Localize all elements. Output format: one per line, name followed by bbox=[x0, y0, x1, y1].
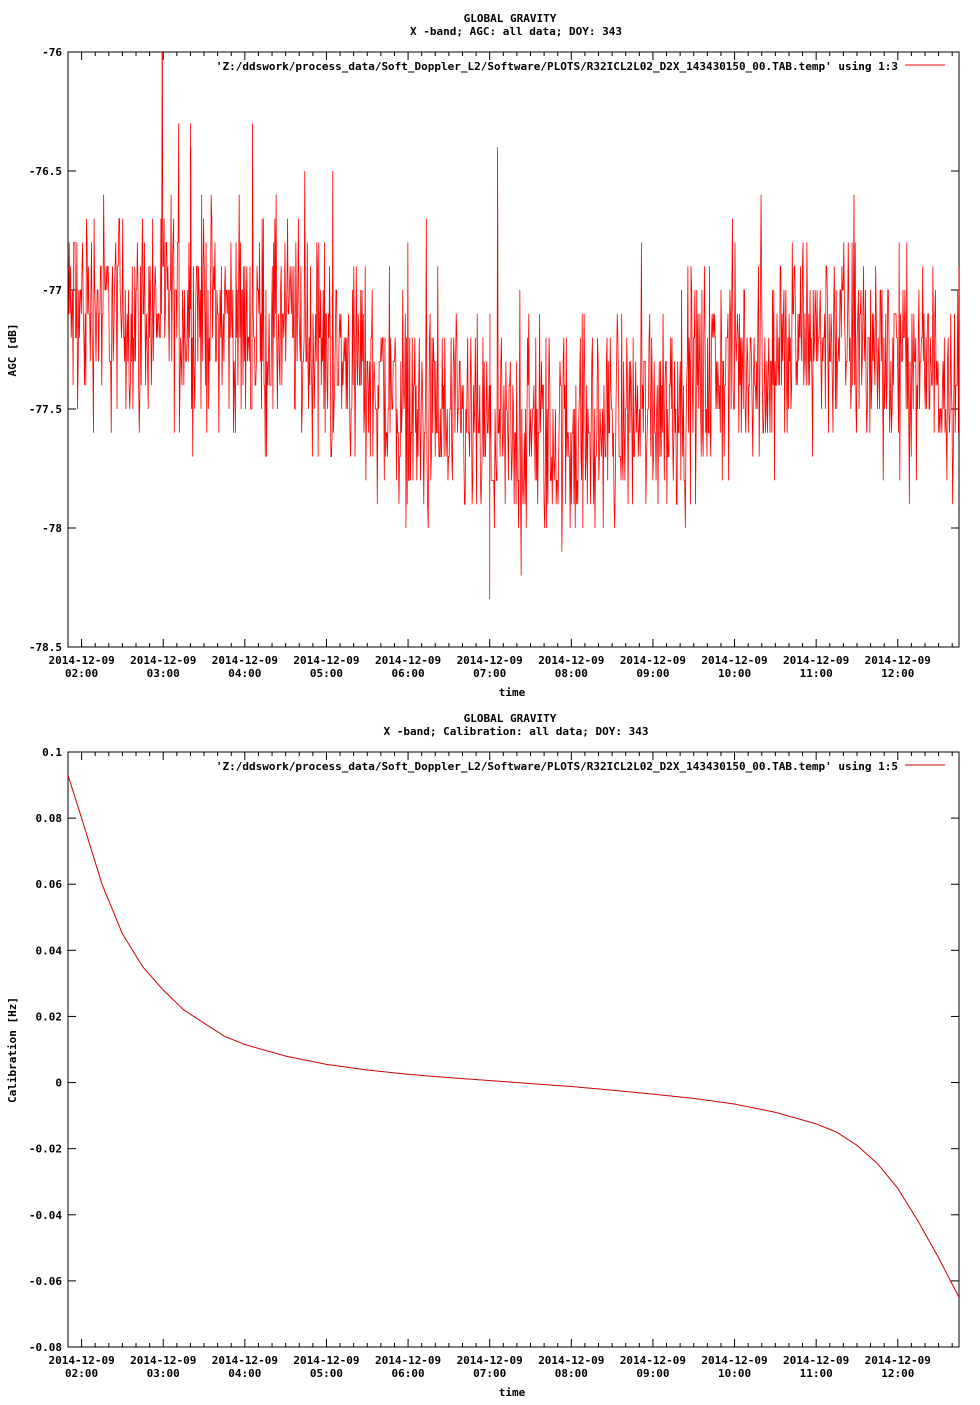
calibration-ytick-label: 0.1 bbox=[42, 746, 62, 759]
calibration-xtick-time: 04:00 bbox=[228, 1367, 261, 1380]
calibration-xtick-time: 10:00 bbox=[718, 1367, 751, 1380]
agc-xtick-time: 04:00 bbox=[228, 667, 261, 680]
calibration-xtick-date: 2014-12-09 bbox=[783, 1354, 849, 1367]
calibration-xtick-time: 12:00 bbox=[881, 1367, 914, 1380]
calibration-xtick-date: 2014-12-09 bbox=[865, 1354, 931, 1367]
calibration-series bbox=[68, 774, 959, 1298]
calibration-xtick-time: 03:00 bbox=[147, 1367, 180, 1380]
calibration-xtick-time: 06:00 bbox=[392, 1367, 425, 1380]
calibration-ytick-label: -0.08 bbox=[29, 1341, 62, 1354]
agc-ytick-label: -76.5 bbox=[29, 165, 62, 178]
agc-chart-subtitle: X -band; AGC: all data; DOY: 343 bbox=[410, 25, 622, 38]
calibration-ytick-label: -0.06 bbox=[29, 1275, 62, 1288]
calibration-ytick-label: 0.04 bbox=[36, 944, 63, 957]
agc-xtick-date: 2014-12-09 bbox=[293, 654, 359, 667]
calibration-xtick-date: 2014-12-09 bbox=[48, 1354, 114, 1367]
calibration-xtick-date: 2014-12-09 bbox=[375, 1354, 441, 1367]
agc-xtick-time: 10:00 bbox=[718, 667, 751, 680]
calibration-xtick-time: 02:00 bbox=[65, 1367, 98, 1380]
agc-axis-ticks: -76-76.5-77-77.5-78-78.52014-12-0902:002… bbox=[29, 46, 959, 680]
calibration-ytick-label: 0 bbox=[55, 1077, 62, 1090]
agc-chart-title: GLOBAL GRAVITY bbox=[464, 12, 557, 25]
agc-ytick-label: -78.5 bbox=[29, 641, 62, 654]
agc-xtick-time: 11:00 bbox=[800, 667, 833, 680]
agc-y-axis-label: AGC [dB] bbox=[6, 324, 19, 377]
calibration-ytick-label: 0.08 bbox=[36, 812, 63, 825]
calibration-xtick-time: 05:00 bbox=[310, 1367, 343, 1380]
agc-ytick-label: -77.5 bbox=[29, 403, 62, 416]
agc-xtick-time: 08:00 bbox=[555, 667, 588, 680]
calibration-axis-ticks: 0.1 0.08 0.06 0.04 0.02 0 -0.02 -0.04 -0.06 -0.08… bbox=[29, 746, 959, 1380]
agc-xtick-time: 09:00 bbox=[636, 667, 669, 680]
agc-xtick-date: 2014-12-09 bbox=[48, 654, 114, 667]
agc-xtick-time: 07:00 bbox=[473, 667, 506, 680]
calibration-plot-frame bbox=[67, 751, 960, 1348]
agc-ytick-label: -78 bbox=[42, 522, 62, 535]
agc-legend-label: 'Z:/ddswork/process_data/Soft_Doppler_L2… bbox=[216, 60, 898, 73]
calibration-legend-label: 'Z:/ddswork/process_data/Soft_Doppler_L2… bbox=[216, 760, 898, 773]
agc-x-axis-label: time bbox=[499, 686, 526, 699]
calibration-chart: GLOBAL GRAVITY X -band; Calibration: all… bbox=[6, 712, 960, 1399]
agc-xtick-date: 2014-12-09 bbox=[375, 654, 441, 667]
agc-series bbox=[68, 52, 959, 600]
agc-xtick-date: 2014-12-09 bbox=[538, 654, 604, 667]
agc-xtick-time: 02:00 bbox=[65, 667, 98, 680]
calibration-xtick-date: 2014-12-09 bbox=[457, 1354, 523, 1367]
agc-ytick-label: -77 bbox=[42, 284, 62, 297]
calibration-xtick-date: 2014-12-09 bbox=[620, 1354, 686, 1367]
agc-xtick-date: 2014-12-09 bbox=[783, 654, 849, 667]
agc-chart: GLOBAL GRAVITY X -band; AGC: all data; D… bbox=[6, 12, 960, 699]
agc-xtick-date: 2014-12-09 bbox=[865, 654, 931, 667]
calibration-series-line bbox=[68, 774, 959, 1298]
calibration-chart-title: GLOBAL GRAVITY bbox=[464, 712, 557, 725]
calibration-xtick-date: 2014-12-09 bbox=[130, 1354, 196, 1367]
calibration-chart-subtitle: X -band; Calibration: all data; DOY: 343 bbox=[384, 725, 649, 738]
agc-xtick-time: 12:00 bbox=[881, 667, 914, 680]
calibration-xtick-time: 11:00 bbox=[800, 1367, 833, 1380]
calibration-xtick-date: 2014-12-09 bbox=[293, 1354, 359, 1367]
calibration-xtick-time: 07:00 bbox=[473, 1367, 506, 1380]
agc-xtick-date: 2014-12-09 bbox=[130, 654, 196, 667]
agc-xtick-date: 2014-12-09 bbox=[701, 654, 767, 667]
agc-xtick-date: 2014-12-09 bbox=[620, 654, 686, 667]
calibration-y-axis-label: Calibration [Hz] bbox=[6, 997, 19, 1103]
agc-ytick-label: -76 bbox=[42, 46, 62, 59]
calibration-ytick-label: -0.02 bbox=[29, 1143, 62, 1156]
agc-xtick-time: 06:00 bbox=[392, 667, 425, 680]
calibration-xtick-date: 2014-12-09 bbox=[701, 1354, 767, 1367]
agc-xtick-time: 05:00 bbox=[310, 667, 343, 680]
calibration-xtick-date: 2014-12-09 bbox=[212, 1354, 278, 1367]
agc-series-line bbox=[68, 52, 959, 600]
calibration-x-axis-label: time bbox=[499, 1386, 526, 1399]
agc-xtick-time: 03:00 bbox=[147, 667, 180, 680]
agc-xtick-date: 2014-12-09 bbox=[457, 654, 523, 667]
agc-xtick-date: 2014-12-09 bbox=[212, 654, 278, 667]
calibration-xtick-date: 2014-12-09 bbox=[538, 1354, 604, 1367]
calibration-ytick-label: -0.04 bbox=[29, 1209, 62, 1222]
calibration-ytick-label: 0.02 bbox=[36, 1010, 63, 1023]
calibration-xtick-time: 08:00 bbox=[555, 1367, 588, 1380]
calibration-xtick-time: 09:00 bbox=[636, 1367, 669, 1380]
calibration-ytick-label: 0.06 bbox=[36, 878, 63, 891]
